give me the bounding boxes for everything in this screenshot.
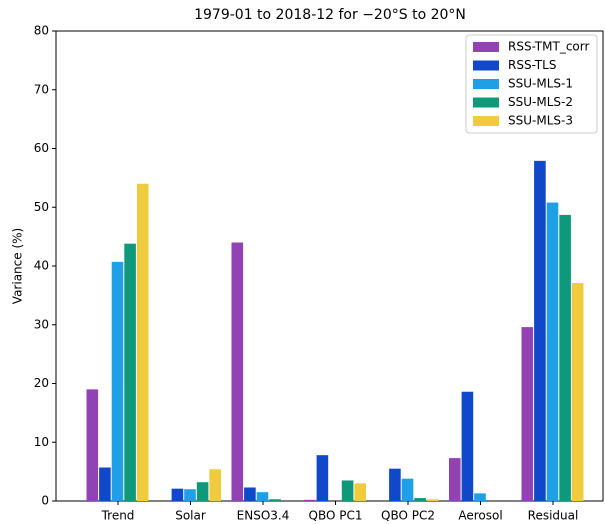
bar	[426, 499, 439, 501]
bar	[521, 327, 534, 501]
x-tick-label: QBO PC1	[309, 509, 363, 523]
legend-swatch	[473, 60, 499, 71]
bar	[559, 214, 571, 501]
bar	[209, 469, 221, 501]
y-tick-label: 50	[34, 200, 49, 214]
x-tick-label: Trend	[101, 509, 135, 523]
x-tick-label: QBO PC2	[381, 509, 435, 523]
x-tick-label: ENSO3.4	[237, 509, 290, 523]
x-tick-label: Solar	[175, 509, 206, 523]
bar	[401, 478, 414, 501]
legend-label: RSS-TLS	[508, 58, 556, 72]
bar	[534, 160, 546, 501]
bar	[99, 467, 111, 501]
y-tick-label: 10	[34, 435, 49, 449]
bar	[269, 499, 281, 501]
y-tick-label: 70	[34, 82, 49, 96]
y-tick-label: 40	[34, 259, 49, 273]
y-axis-label: Variance (%)	[11, 228, 25, 304]
y-tick-label: 20	[34, 376, 49, 390]
y-tick-label: 60	[34, 141, 49, 155]
bar	[304, 499, 316, 501]
x-tick-label: Residual	[528, 509, 579, 523]
legend-swatch	[473, 116, 499, 126]
bar	[136, 183, 149, 501]
bar	[256, 492, 269, 501]
legend-swatch	[473, 97, 499, 108]
bar	[244, 487, 256, 501]
y-tick-label: 80	[34, 24, 49, 38]
bar	[316, 455, 329, 501]
bar	[461, 391, 474, 501]
legend-label: SSU-MLS-1	[508, 77, 573, 91]
bar	[86, 389, 99, 501]
bar	[449, 458, 461, 501]
bar	[231, 242, 244, 501]
bar	[414, 498, 426, 501]
bar	[124, 243, 136, 502]
legend-swatch	[473, 79, 499, 89]
bar	[171, 488, 184, 501]
legend-label: SSU-MLS-3	[508, 114, 573, 128]
bar	[341, 480, 354, 501]
bar	[389, 468, 401, 501]
y-tick-label: 0	[41, 494, 49, 508]
chart-title: 1979-01 to 2018-12 for −20°S to 20°N	[194, 7, 466, 23]
y-tick-label: 30	[34, 317, 49, 331]
bar	[546, 202, 559, 502]
legend-label: SSU-MLS-2	[508, 95, 573, 109]
bar	[474, 493, 486, 501]
bar	[111, 261, 124, 501]
x-tick-label: Aerosol	[458, 509, 502, 523]
legend-swatch	[473, 42, 499, 52]
legend-label: RSS-TMT_corr	[508, 40, 589, 54]
bar	[354, 483, 366, 501]
bar	[184, 489, 196, 501]
bar	[196, 482, 209, 501]
bar	[571, 283, 584, 501]
legend-box	[465, 34, 598, 134]
